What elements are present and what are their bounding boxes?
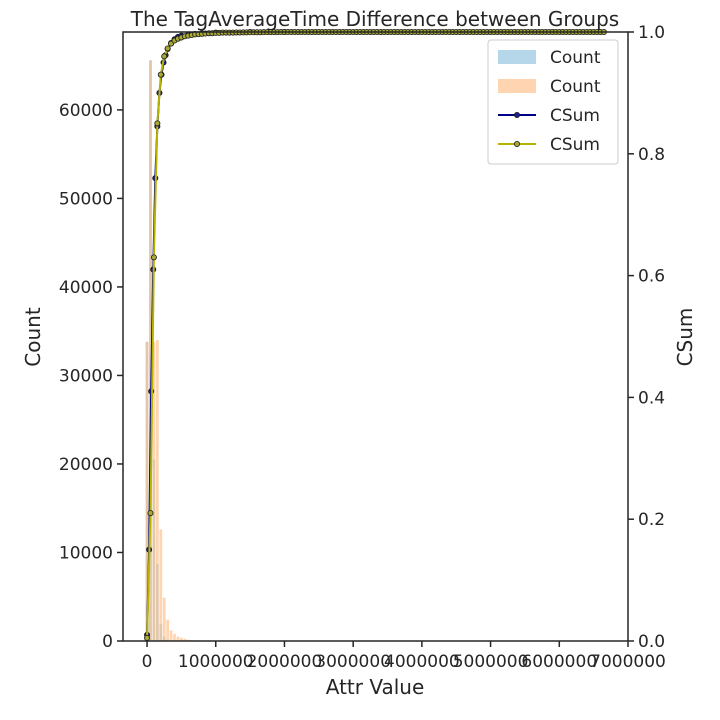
bar-series-1-bar [176, 636, 180, 641]
bar-series-1-bar [149, 60, 152, 642]
bar-series-1-bar [180, 637, 183, 641]
csum-point-1 [147, 510, 154, 517]
x-tick-label: 1000000 [178, 652, 254, 672]
legend-label: Count [550, 48, 601, 68]
y-tick-label: 30000 [59, 366, 113, 386]
y-tick-label: 20000 [59, 455, 113, 475]
csum-point-1 [157, 71, 164, 78]
csum-point-1 [164, 45, 171, 52]
bar-series-1-bar [159, 529, 163, 641]
y2-tick-label: 0.8 [638, 145, 665, 165]
bar-series-1-bar [166, 619, 170, 641]
x-tick-label: 0 [142, 652, 153, 672]
x-tick-label: 6000000 [521, 652, 597, 672]
legend-box [487, 39, 619, 165]
y-axis-label: Count [21, 307, 45, 367]
y2-tick-label: 0.4 [638, 388, 665, 408]
bar-series-1-bar [162, 597, 166, 641]
legend: Count Count CSum CSum [487, 39, 619, 165]
y-axis-right: 0.0 0.2 0.4 0.6 0.8 1.0 [628, 23, 665, 652]
y-axis-left: 0 10000 20000 30000 40000 50000 60000 [59, 101, 123, 652]
y2-tick-label: 1.0 [638, 23, 665, 43]
y-tick-label: 0 [102, 632, 113, 652]
bar-series-1-bar [155, 340, 159, 641]
x-tick-label: 5000000 [453, 652, 529, 672]
y2-tick-label: 0.0 [638, 632, 665, 652]
csum-point-1 [150, 254, 157, 261]
legend-swatch-count [498, 50, 536, 64]
x-tick-label: 3000000 [315, 652, 391, 672]
plot-bars [145, 60, 200, 642]
legend-label: CSum [550, 106, 600, 126]
x-tick-label: 2000000 [247, 652, 323, 672]
y-tick-label: 50000 [59, 189, 113, 209]
csum-line-0 [146, 31, 285, 635]
bar-series-1-bar [169, 630, 173, 641]
y2-axis-label: CSum [673, 308, 697, 367]
csum-point-1 [161, 53, 168, 60]
chart-title: The TagAverageTime Difference between Gr… [130, 7, 619, 31]
legend-swatch-csum-marker [514, 140, 521, 147]
csum-point-1 [154, 120, 161, 127]
x-axis-label: Attr Value [326, 675, 425, 699]
y-tick-label: 10000 [59, 543, 113, 563]
bar-series-1-bar [145, 341, 149, 641]
plot-frame [122, 31, 629, 642]
legend-swatch-count [498, 79, 536, 93]
bar-series-1-bar [183, 638, 187, 641]
x-axis: 0 100000020000003000000400000050000006000… [142, 641, 666, 672]
y2-tick-label: 0.6 [638, 267, 665, 287]
y2-tick-label: 0.2 [638, 510, 665, 530]
y-tick-label: 40000 [59, 278, 113, 298]
legend-label: Count [550, 77, 601, 97]
legend-label: CSum [550, 135, 600, 155]
y-tick-label: 60000 [59, 101, 113, 121]
x-tick-label: 4000000 [384, 652, 460, 672]
bar-series-1-bar [152, 341, 156, 641]
bar-series-1-bar [173, 633, 176, 641]
x-tick-label: 7000000 [590, 652, 666, 672]
csum-point-1 [144, 634, 151, 641]
legend-swatch-csum-marker [514, 112, 521, 119]
